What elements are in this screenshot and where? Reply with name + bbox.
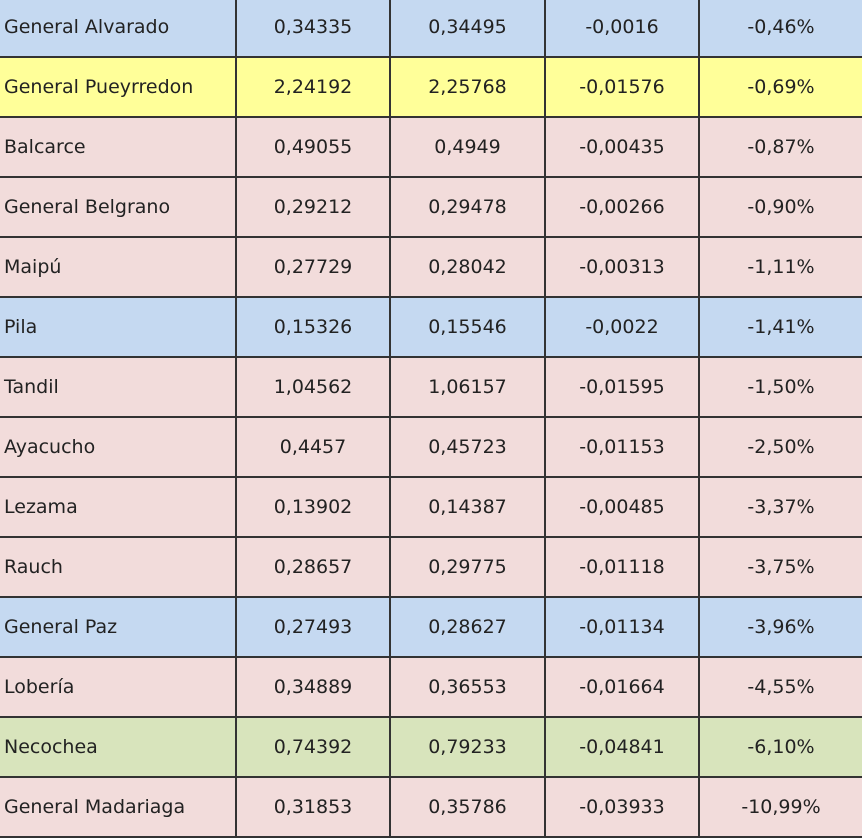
table-cell: 0,79233 <box>391 718 546 776</box>
table-cell: 0,29478 <box>391 178 546 236</box>
table-cell: -3,96% <box>747 616 815 638</box>
table-cell: -0,03933 <box>546 778 700 836</box>
table-cell: -0,01153 <box>546 418 700 476</box>
table-cell: -0,01664 <box>546 658 700 716</box>
table-cell: 0,15326 <box>237 298 391 356</box>
row-label: Tandil <box>0 358 237 416</box>
table-cell: 0,29775 <box>391 538 546 596</box>
table-row: Necochea 0,74392 0,79233 -0,04841 -6,10% <box>0 718 862 778</box>
row-label: Pila <box>0 298 237 356</box>
table-cell: -3,37% <box>747 496 815 518</box>
table-cell: 0,29212 <box>237 178 391 236</box>
table-cell: 0,28627 <box>391 598 546 656</box>
row-label: Lobería <box>0 658 237 716</box>
row-label: Rauch <box>0 538 237 596</box>
table-cell: -1,11% <box>747 256 815 278</box>
table-row: Lobería 0,34889 0,36553 -0,01664 -4,55% <box>0 658 862 718</box>
table-cell: -0,01118 <box>546 538 700 596</box>
table-cell: 0,13902 <box>237 478 391 536</box>
table-row: Lezama 0,13902 0,14387 -0,00485 -3,37% <box>0 478 862 538</box>
table-cell: 0,28657 <box>237 538 391 596</box>
row-label: General Belgrano <box>0 178 237 236</box>
table-cell: 0,34495 <box>391 0 546 56</box>
table-cell: 2,25768 <box>391 58 546 116</box>
row-label: Ayacucho <box>0 418 237 476</box>
table-cell: -0,00435 <box>546 118 700 176</box>
table-row: General Paz 0,27493 0,28627 -0,01134 -3,96% <box>0 598 862 658</box>
table-cell: -0,00313 <box>546 238 700 296</box>
table-cell: -4,55% <box>747 676 815 698</box>
table-row: General Alvarado 0,34335 0,34495 -0,0016 -0,… <box>0 0 862 58</box>
table-cell: 0,27493 <box>237 598 391 656</box>
row-label: Necochea <box>0 718 237 776</box>
table-cell: 0,4457 <box>237 418 391 476</box>
table-cell: 0,74392 <box>237 718 391 776</box>
table-row: Ayacucho 0,4457 0,45723 -0,01153 -2,50% <box>0 418 862 478</box>
table-cell: 1,06157 <box>391 358 546 416</box>
table-cell: -0,00485 <box>546 478 700 536</box>
table-cell: -0,01595 <box>546 358 700 416</box>
table-cell: 0,49055 <box>237 118 391 176</box>
table-cell: 0,31853 <box>237 778 391 836</box>
table-cell: 0,14387 <box>391 478 546 536</box>
table-cell: 0,35786 <box>391 778 546 836</box>
table-cell: 2,24192 <box>237 58 391 116</box>
table-cell: -1,50% <box>747 376 815 398</box>
table-cell: -6,10% <box>747 736 815 758</box>
table-cell: -0,01134 <box>546 598 700 656</box>
row-label: General Pueyrredon <box>0 58 237 116</box>
table-row: Maipú 0,27729 0,28042 -0,00313 -1,11% <box>0 238 862 298</box>
table-cell: -0,90% <box>747 196 815 218</box>
table-row: General Madariaga 0,31853 0,35786 -0,03933 -… <box>0 778 862 838</box>
table-cell: -0,04841 <box>546 718 700 776</box>
row-label: Balcarce <box>0 118 237 176</box>
table-row: Rauch 0,28657 0,29775 -0,01118 -3,75% <box>0 538 862 598</box>
table-cell: -0,0016 <box>546 0 700 56</box>
table-cell: -1,41% <box>747 316 815 338</box>
row-label: General Paz <box>0 598 237 656</box>
table-cell: 0,27729 <box>237 238 391 296</box>
table-row: General Pueyrredon 2,24192 2,25768 -0,01576… <box>0 58 862 118</box>
row-label: Maipú <box>0 238 237 296</box>
table-cell: 0,45723 <box>391 418 546 476</box>
table-cell: 0,34889 <box>237 658 391 716</box>
table-cell: -0,46% <box>747 16 815 38</box>
table-cell: 0,34335 <box>237 0 391 56</box>
table-cell: 0,4949 <box>391 118 546 176</box>
table-cell: 1,04562 <box>237 358 391 416</box>
table-row: Balcarce 0,49055 0,4949 -0,00435 -0,87% <box>0 118 862 178</box>
table-cell: -3,75% <box>747 556 815 578</box>
table-cell: -0,69% <box>747 76 815 98</box>
table-cell: 0,28042 <box>391 238 546 296</box>
table-cell: -0,00266 <box>546 178 700 236</box>
row-label: General Madariaga <box>0 778 237 836</box>
table-cell: -0,87% <box>747 136 815 158</box>
table-row: Pila 0,15326 0,15546 -0,0022 -1,41% <box>0 298 862 358</box>
table-row: Tandil 1,04562 1,06157 -0,01595 -1,50% <box>0 358 862 418</box>
table-cell: 0,36553 <box>391 658 546 716</box>
table-cell: -0,01576 <box>546 58 700 116</box>
table-cell: -0,0022 <box>546 298 700 356</box>
row-label: Lezama <box>0 478 237 536</box>
row-label: General Alvarado <box>0 0 237 56</box>
table-cell: 0,15546 <box>391 298 546 356</box>
table-cell: -10,99% <box>741 796 821 818</box>
table-cell: -2,50% <box>747 436 815 458</box>
table-row: General Belgrano 0,29212 0,29478 -0,00266 -0… <box>0 178 862 238</box>
